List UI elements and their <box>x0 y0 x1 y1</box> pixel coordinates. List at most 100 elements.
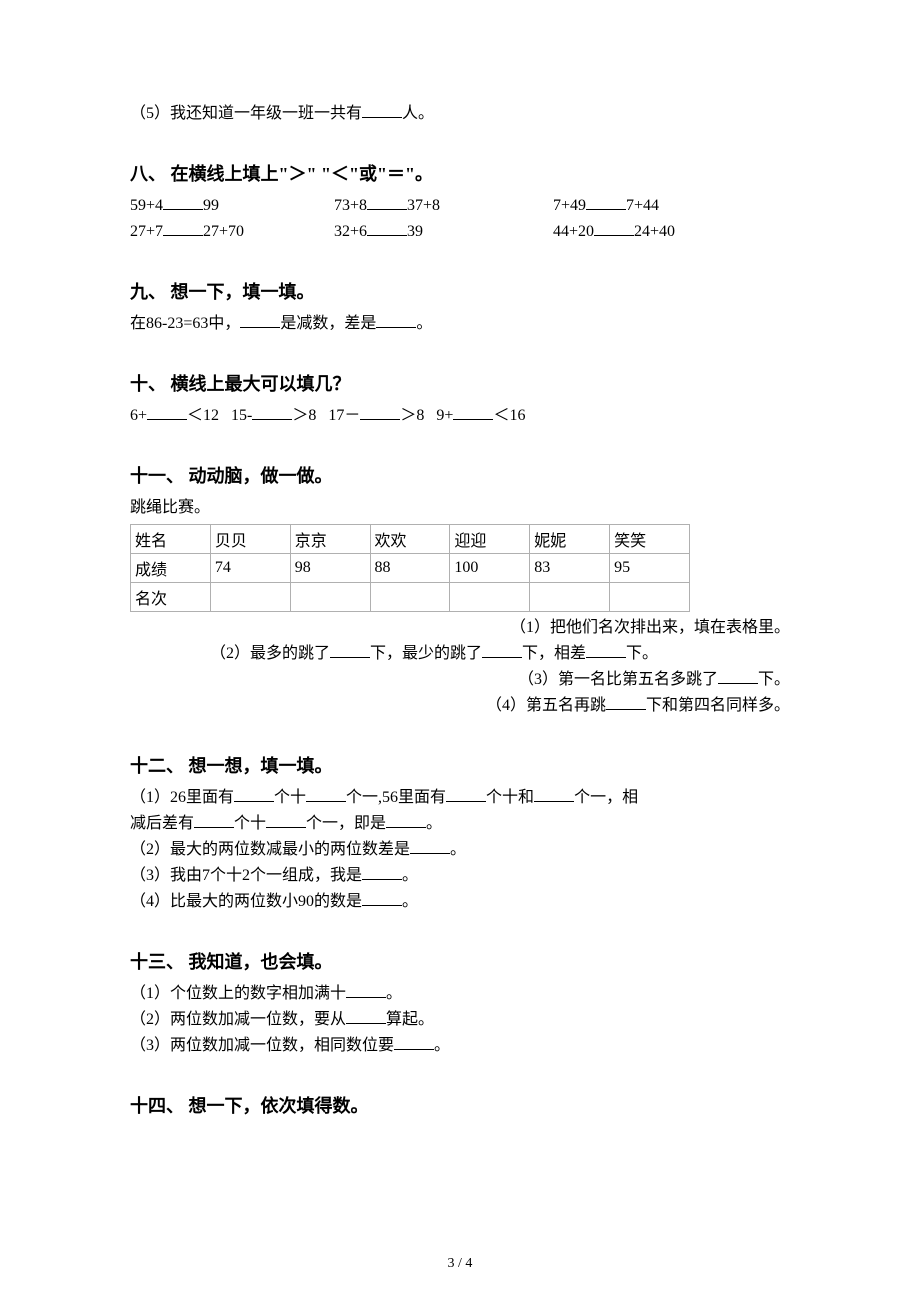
blank[interactable] <box>147 405 187 420</box>
blank[interactable] <box>410 839 450 854</box>
text: （4）比最大的两位数小90的数是 <box>130 893 362 910</box>
blank[interactable] <box>362 865 402 880</box>
expr: 99 <box>203 197 219 214</box>
blank[interactable] <box>586 643 626 658</box>
blank[interactable] <box>252 405 292 420</box>
blank[interactable] <box>482 643 522 658</box>
q11-heading: 十一、 动动脑，做一做。 <box>130 462 790 488</box>
blank[interactable] <box>346 1009 386 1024</box>
text: （1）26里面有 <box>130 789 234 806</box>
cell: 京京 <box>290 525 370 554</box>
page: （5）我还知道一年级一班一共有人。 八、 在横线上填上"＞" "＜"或"＝"。 … <box>0 0 920 1302</box>
prev-item-5: （5）我还知道一年级一班一共有人。 <box>130 102 790 126</box>
text: 减后差有 <box>130 815 194 832</box>
cell: 笑笑 <box>610 525 690 554</box>
text: 个一，相 <box>574 789 638 806</box>
blank[interactable] <box>594 221 634 236</box>
blank[interactable] <box>586 195 626 210</box>
q11-table: 姓名 贝贝 京京 欢欢 迎迎 妮妮 笑笑 成绩 74 98 88 100 83 … <box>130 524 690 612</box>
expr: 37+8 <box>407 197 440 214</box>
expr: ＜16 <box>493 407 525 424</box>
cell: 姓名 <box>131 525 211 554</box>
expr: ＞8 <box>292 407 316 424</box>
cell[interactable] <box>290 583 370 612</box>
q12-l1: （1）26里面有个十个一,56里面有个十和个一，相 <box>130 786 790 810</box>
text: 。 <box>426 815 442 832</box>
blank[interactable] <box>376 313 416 328</box>
cell: 妮妮 <box>530 525 610 554</box>
blank[interactable] <box>362 891 402 906</box>
q12-l1b: 减后差有个十个一，即是。 <box>130 812 790 836</box>
text: 个一,56里面有 <box>346 789 446 806</box>
expr: 9+ <box>436 407 453 424</box>
blank[interactable] <box>330 643 370 658</box>
blank[interactable] <box>453 405 493 420</box>
q12-l2: （2）最大的两位数减最小的两位数差是。 <box>130 838 790 862</box>
blank[interactable] <box>234 787 274 802</box>
q10-heading: 十、 横线上最大可以填几？ <box>130 370 790 396</box>
blank[interactable] <box>240 313 280 328</box>
expr: 6+ <box>130 407 147 424</box>
cell: 贝贝 <box>210 525 290 554</box>
text: 下和第四名同样多。 <box>646 697 790 714</box>
text: （3）第一名比第五名多跳了 <box>518 671 718 688</box>
q9-heading: 九、 想一下，填一填。 <box>130 278 790 304</box>
blank[interactable] <box>346 983 386 998</box>
blank[interactable] <box>163 221 203 236</box>
text: 下，相差 <box>522 645 586 662</box>
q12-heading: 十二、 想一想，填一填。 <box>130 752 790 778</box>
cell: 83 <box>530 554 610 583</box>
text: （3）两位数加减一位数，相同数位要 <box>130 1037 394 1054</box>
blank[interactable] <box>194 813 234 828</box>
expr: 39 <box>407 223 423 240</box>
cell: 88 <box>370 554 450 583</box>
cell[interactable] <box>450 583 530 612</box>
blank[interactable] <box>163 195 203 210</box>
text: （4）第五名再跳 <box>486 697 606 714</box>
q11-t4: （4）第五名再跳 下和第四名同样多。 <box>130 694 790 718</box>
blank[interactable] <box>386 813 426 828</box>
q13-l1: （1）个位数上的数字相加满十。 <box>130 982 790 1006</box>
expr: 32+6 <box>334 223 367 240</box>
blank[interactable] <box>446 787 486 802</box>
expr: ＞8 <box>400 407 424 424</box>
cell: 100 <box>450 554 530 583</box>
expr: 44+20 <box>553 223 594 240</box>
blank[interactable] <box>367 195 407 210</box>
blank[interactable] <box>360 405 400 420</box>
text: 。 <box>434 1037 450 1054</box>
q9-line: 在86-23=63中，是减数，差是。 <box>130 312 790 336</box>
text: 个十 <box>274 789 306 806</box>
text: 。 <box>416 315 432 332</box>
blank[interactable] <box>306 787 346 802</box>
cell[interactable] <box>210 583 290 612</box>
table-row: 成绩 74 98 88 100 83 95 <box>131 554 690 583</box>
cell: 迎迎 <box>450 525 530 554</box>
blank[interactable] <box>394 1035 434 1050</box>
cell: 成绩 <box>131 554 211 583</box>
text: （5）我还知道一年级一班一共有 <box>130 105 362 122</box>
blank[interactable] <box>362 103 402 118</box>
text: 在86-23=63中， <box>130 315 240 332</box>
q12-l4: （4）比最大的两位数小90的数是。 <box>130 890 790 914</box>
q12-l3: （3）我由7个十2个一组成，我是。 <box>130 864 790 888</box>
blank[interactable] <box>367 221 407 236</box>
cell[interactable] <box>530 583 610 612</box>
q8-heading: 八、 在横线上填上"＞" "＜"或"＝"。 <box>130 160 790 186</box>
cell[interactable] <box>610 583 690 612</box>
blank[interactable] <box>718 669 758 684</box>
blank[interactable] <box>606 695 646 710</box>
expr: ＜12 <box>187 407 219 424</box>
blank[interactable] <box>266 813 306 828</box>
expr: 59+4 <box>130 197 163 214</box>
q11-subtitle: 跳绳比赛。 <box>130 496 790 520</box>
q11-t1: （1）把他们名次排出来，填在表格里。 <box>130 616 790 640</box>
text: 下，最少的跳了 <box>370 645 482 662</box>
cell[interactable] <box>370 583 450 612</box>
q13-l3: （3）两位数加减一位数，相同数位要 。 <box>130 1034 790 1058</box>
expr: 7+49 <box>553 197 586 214</box>
cell: 98 <box>290 554 370 583</box>
blank[interactable] <box>534 787 574 802</box>
q8-row2: 27+727+70 32+639 44+2024+40 <box>130 220 790 244</box>
q14-heading: 十四、 想一下，依次填得数。 <box>130 1092 790 1118</box>
